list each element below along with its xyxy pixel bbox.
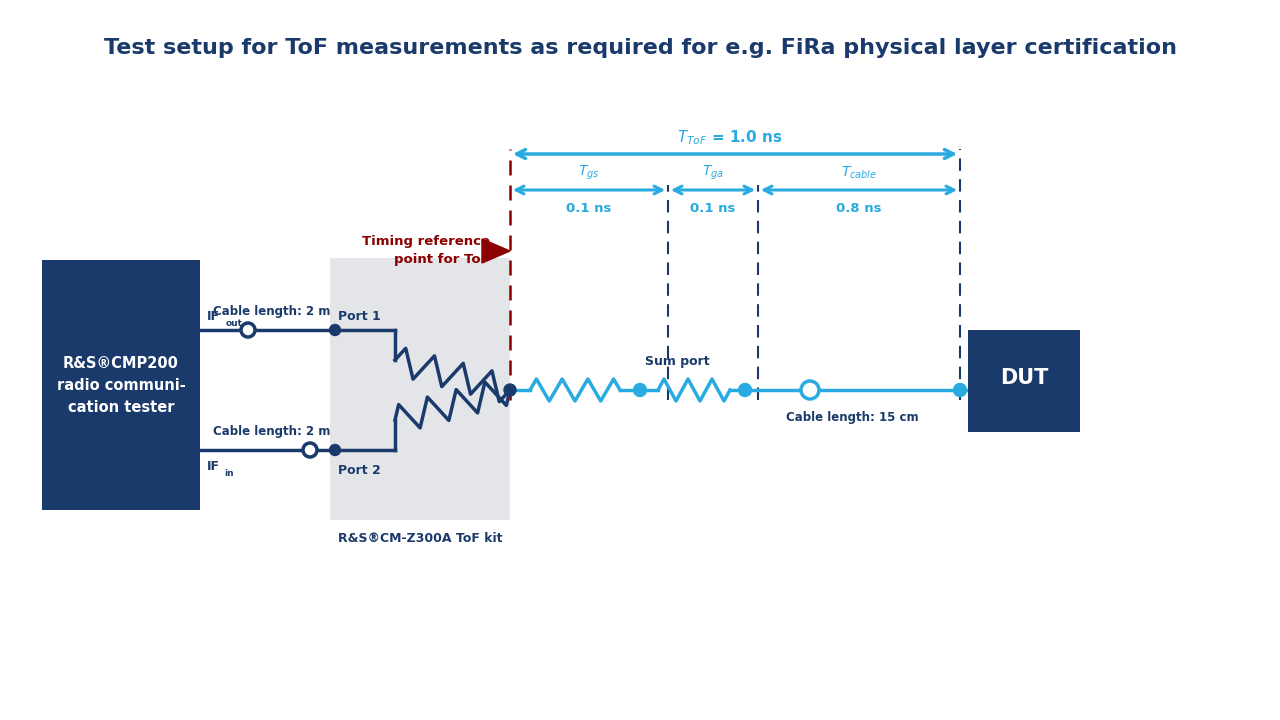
Text: Cable length: 2 m: Cable length: 2 m — [214, 426, 330, 438]
Circle shape — [504, 384, 516, 396]
Bar — [968, 330, 1080, 432]
Text: R&S®CM-Z300A ToF kit: R&S®CM-Z300A ToF kit — [338, 532, 502, 545]
Text: Timing reference: Timing reference — [362, 235, 490, 248]
Text: out: out — [227, 318, 243, 328]
Circle shape — [801, 381, 819, 399]
Text: Cable length: 15 cm: Cable length: 15 cm — [786, 412, 919, 425]
Text: R&S®CMP200: R&S®CMP200 — [63, 356, 179, 371]
Text: IF: IF — [207, 459, 220, 472]
Text: Port 2: Port 2 — [338, 464, 380, 477]
Text: $T_{ga}$: $T_{ga}$ — [701, 164, 724, 182]
Bar — [330, 258, 509, 520]
Text: $T_{gs}$: $T_{gs}$ — [579, 164, 600, 182]
Circle shape — [329, 444, 340, 456]
Text: 0.8 ns: 0.8 ns — [836, 202, 882, 215]
Circle shape — [954, 384, 966, 397]
Text: IF: IF — [207, 310, 220, 323]
Text: 0.1 ns: 0.1 ns — [566, 202, 612, 215]
Text: DUT: DUT — [1000, 368, 1048, 388]
Circle shape — [634, 384, 646, 397]
Text: point for ToF: point for ToF — [394, 253, 490, 266]
Text: cation tester: cation tester — [68, 400, 174, 415]
Text: $T_{cable}$: $T_{cable}$ — [841, 165, 877, 181]
Text: Port 1: Port 1 — [338, 310, 380, 323]
Circle shape — [329, 325, 340, 336]
Circle shape — [241, 323, 255, 337]
Text: Test setup for ToF measurements as required for e.g. FiRa physical layer certifi: Test setup for ToF measurements as requi… — [104, 38, 1176, 58]
Text: 0.1 ns: 0.1 ns — [690, 202, 736, 215]
Polygon shape — [483, 239, 509, 263]
Circle shape — [303, 443, 317, 457]
Circle shape — [739, 384, 751, 397]
Text: in: in — [224, 469, 234, 477]
Text: Sum port: Sum port — [645, 356, 709, 369]
Text: $T_{ToF}$ = 1.0 ns: $T_{ToF}$ = 1.0 ns — [677, 129, 783, 148]
Bar — [42, 260, 200, 510]
Text: radio communi-: radio communi- — [56, 377, 186, 392]
Text: Cable length: 2 m: Cable length: 2 m — [214, 305, 330, 318]
